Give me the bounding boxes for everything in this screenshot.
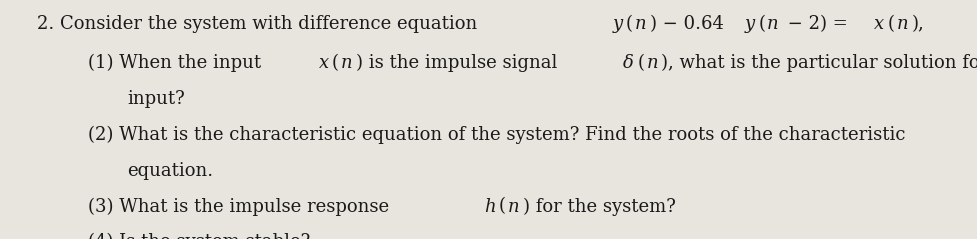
Text: (: ( xyxy=(625,15,632,33)
Text: (: ( xyxy=(498,197,505,216)
Text: n: n xyxy=(634,15,646,33)
Text: y: y xyxy=(744,15,754,33)
Text: (: ( xyxy=(886,15,894,33)
Text: 2. Consider the system with difference equation: 2. Consider the system with difference e… xyxy=(37,15,483,33)
Text: ) for the system?: ) for the system? xyxy=(523,197,675,216)
Text: x: x xyxy=(873,15,883,33)
Text: ) is the impulse signal: ) is the impulse signal xyxy=(356,54,563,72)
Text: x: x xyxy=(319,54,328,72)
Text: n: n xyxy=(646,54,658,72)
Text: n: n xyxy=(896,15,908,33)
Text: δ: δ xyxy=(622,54,633,72)
Text: h: h xyxy=(484,197,495,216)
Text: ),: ), xyxy=(911,15,923,33)
Text: n: n xyxy=(507,197,519,216)
Text: y: y xyxy=(612,15,622,33)
Text: equation.: equation. xyxy=(127,162,213,180)
Text: (: ( xyxy=(757,15,764,33)
Text: ), what is the particular solution for this: ), what is the particular solution for t… xyxy=(660,54,977,72)
Text: (1) When the input: (1) When the input xyxy=(88,54,267,72)
Text: (: ( xyxy=(637,54,644,72)
Text: (3) What is the impulse response: (3) What is the impulse response xyxy=(88,197,395,216)
Text: − 2) =: − 2) = xyxy=(782,15,853,33)
Text: input?: input? xyxy=(127,90,185,108)
Text: (: ( xyxy=(331,54,339,72)
Text: ) − 0.64: ) − 0.64 xyxy=(649,15,723,33)
Text: (4) Is the system stable?: (4) Is the system stable? xyxy=(88,233,310,239)
Text: n: n xyxy=(766,15,778,33)
Text: n: n xyxy=(341,54,352,72)
Text: (2) What is the characteristic equation of the system? Find the roots of the cha: (2) What is the characteristic equation … xyxy=(88,125,905,144)
